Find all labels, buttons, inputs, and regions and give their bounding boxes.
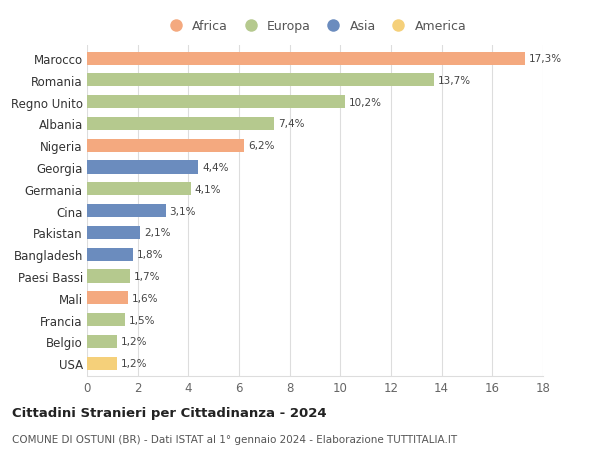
Bar [87, 291, 128, 305]
Bar [87, 226, 140, 240]
Text: 6,2%: 6,2% [248, 141, 274, 151]
Text: 1,7%: 1,7% [134, 271, 160, 281]
Text: Cittadini Stranieri per Cittadinanza - 2024: Cittadini Stranieri per Cittadinanza - 2… [12, 406, 326, 419]
Text: 7,4%: 7,4% [278, 119, 305, 129]
Text: 17,3%: 17,3% [529, 54, 562, 64]
Bar [87, 335, 118, 348]
Text: 1,2%: 1,2% [121, 336, 148, 347]
Text: 2,1%: 2,1% [144, 228, 170, 238]
Text: 4,4%: 4,4% [202, 162, 229, 173]
Text: COMUNE DI OSTUNI (BR) - Dati ISTAT al 1° gennaio 2024 - Elaborazione TUTTITALIA.: COMUNE DI OSTUNI (BR) - Dati ISTAT al 1°… [12, 434, 457, 444]
Bar [87, 205, 166, 218]
Bar [87, 118, 274, 131]
Bar [87, 96, 346, 109]
Text: 13,7%: 13,7% [438, 76, 471, 86]
Bar [87, 140, 244, 152]
Text: 1,8%: 1,8% [136, 250, 163, 260]
Bar [87, 313, 125, 326]
Legend: Africa, Europa, Asia, America: Africa, Europa, Asia, America [164, 20, 466, 33]
Text: 3,1%: 3,1% [169, 206, 196, 216]
Bar [87, 183, 191, 196]
Text: 1,5%: 1,5% [129, 315, 155, 325]
Text: 1,2%: 1,2% [121, 358, 148, 368]
Bar [87, 74, 434, 87]
Text: 1,6%: 1,6% [131, 293, 158, 303]
Bar [87, 248, 133, 261]
Bar [87, 161, 199, 174]
Bar [87, 52, 525, 66]
Bar [87, 270, 130, 283]
Text: 4,1%: 4,1% [194, 185, 221, 195]
Text: 10,2%: 10,2% [349, 97, 382, 107]
Bar [87, 357, 118, 370]
